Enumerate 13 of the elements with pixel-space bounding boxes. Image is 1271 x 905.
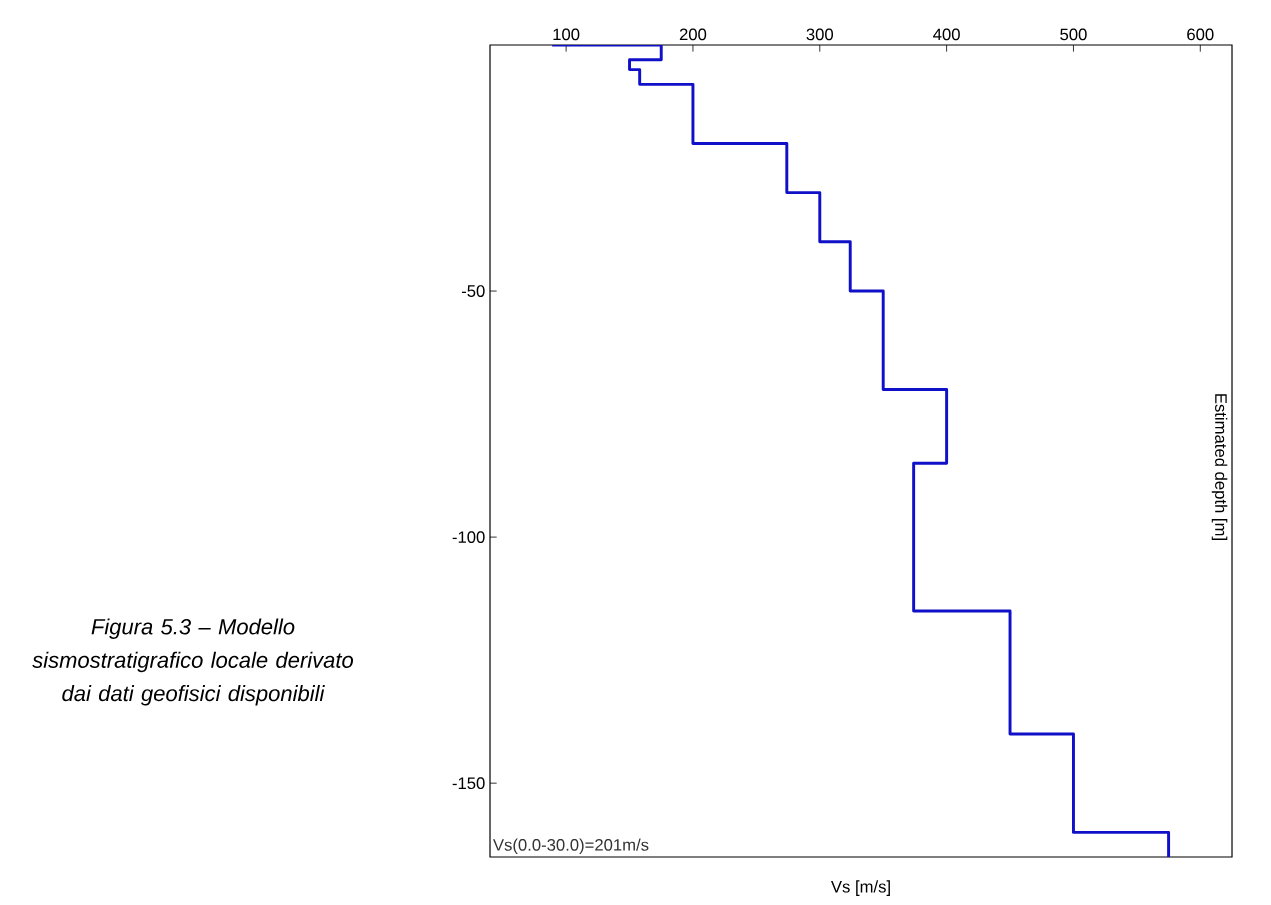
x-tick-label: 200	[679, 28, 707, 41]
x-tick-label: 400	[933, 28, 960, 41]
y-tick-label: -150	[452, 777, 485, 790]
y-axis-title: Estimated depth [m]	[1211, 394, 1228, 540]
x-tick-label: 600	[1187, 28, 1214, 41]
x-tick-label: 300	[806, 28, 834, 41]
annotation: Vs(0.0-30.0)=201m/s	[493, 838, 649, 855]
y-tick-label: -50	[461, 285, 485, 297]
x-tick-label: 100	[553, 28, 580, 41]
x-axis-title: Vs [m/s]	[830, 880, 890, 896]
text: Figura 5.3 – Modello sismostratigrafico locale derivato dai dati geofisici disponibili	[32, 618, 354, 706]
y-tick-label: -100	[452, 531, 485, 544]
x-tick-label: 500	[1060, 28, 1087, 41]
